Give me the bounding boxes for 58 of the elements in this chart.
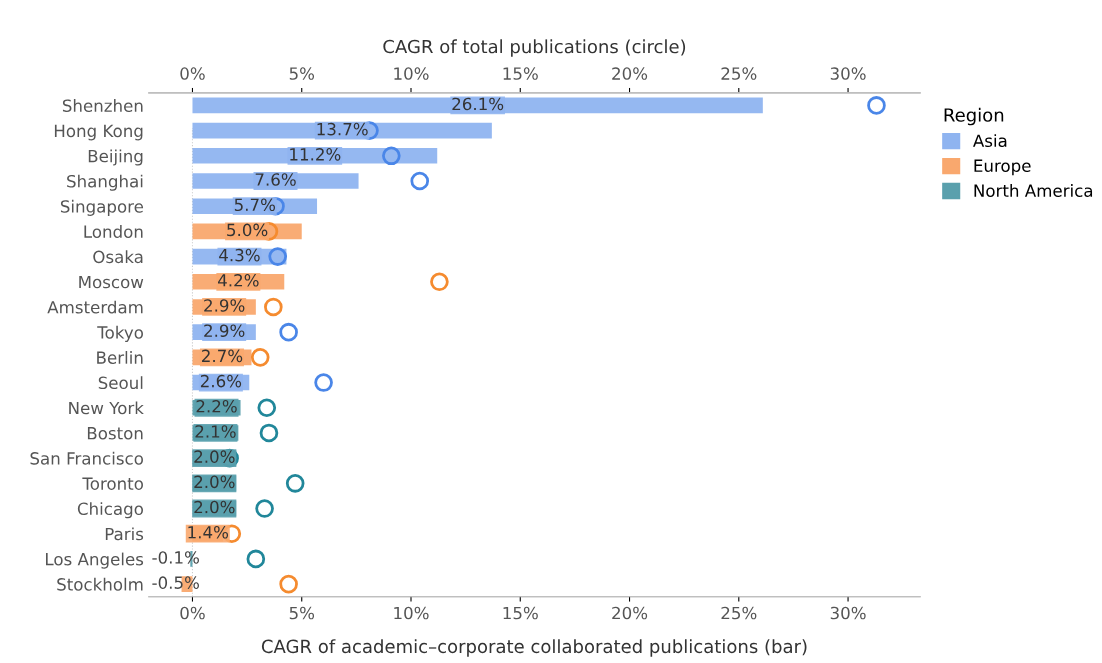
data-label: 2.9% [204,324,245,337]
data-label: 5.0% [227,223,268,237]
x-tick-label: 0% [180,606,205,620]
data-label: 13.7% [317,122,368,136]
data-label: 2.0% [194,500,235,514]
x-tick-label: 25% [721,606,757,620]
x-tick-label: 30% [830,606,866,620]
x2-axis-title: CAGR of total publications (circle) [383,39,686,57]
y-tick-label: Osaka [93,250,143,264]
data-label: 2.0% [194,450,235,463]
y-tick-label: Toronto [82,477,143,490]
y-tick-label: New York [69,401,144,415]
data-label: 2.1% [195,425,236,438]
legend-label: Asia [973,134,1007,148]
data-label: 5.7% [234,198,276,212]
x-axis-title: CAGR of academic–corporate collaborated publications (bar) [261,639,807,657]
data-label: 2.0% [194,475,235,489]
y-tick-label: Singapore [60,199,144,216]
y-tick-label: Shanghai [67,174,143,191]
data-label: 2.9% [204,299,245,312]
data-label: 1.4% [188,525,229,539]
data-label: 7.6% [255,173,296,186]
x-tick-label: 20% [612,606,648,620]
y-tick-label: Los Angeles [46,552,144,569]
x2-tick-label: 20% [612,67,648,80]
y-tick-label: Stockholm [57,577,143,591]
y-tick-label: Amsterdam [47,300,143,314]
y-tick-label: Moscow [79,275,144,289]
data-label: 2.7% [202,349,243,363]
x-tick-label: 10% [394,606,429,620]
data-label: 11.2% [290,148,341,161]
legend-label: Europe [974,159,1031,176]
x-tick-label: 15% [503,606,538,620]
x2-tick-label: 15% [503,67,538,80]
x2-tick-label: 30% [830,67,866,80]
y-tick-label: Boston [87,427,143,440]
legend-title: Region [944,107,1004,126]
y-tick-label: Berlin [97,351,143,364]
x2-tick-label: 0% [180,67,205,80]
y-tick-label: Shenzhen [62,99,143,112]
x2-tick-label: 25% [721,67,757,80]
data-label: 26.1% [452,97,504,111]
y-tick-label: San Francisco [30,451,143,465]
y-tick-label: London [84,225,143,238]
y-tick-label: Hong Kong [54,124,143,141]
legend-label: North America [974,184,1093,197]
y-tick-label: Beijing [88,149,143,166]
y-tick-label: Tokyo [97,325,143,342]
data-label: 4.3% [219,248,260,262]
data-label: 2.2% [196,399,237,413]
data-label: 2.6% [200,374,242,388]
x2-tick-label: 5% [289,67,315,80]
x-tick-label: 5% [289,606,315,620]
x2-tick-label: 10% [394,67,429,80]
y-tick-label: Paris [105,527,144,541]
y-tick-label: Seoul [98,376,143,390]
data-label: 4.2% [218,274,259,287]
y-tick-label: Chicago [77,502,143,519]
